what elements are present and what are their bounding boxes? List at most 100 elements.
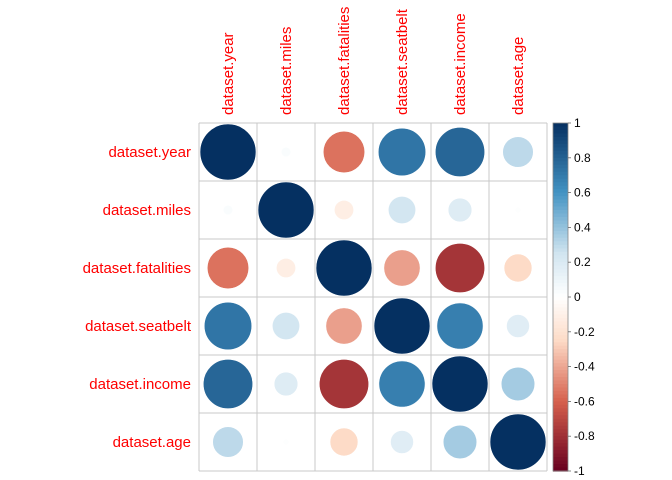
colorbar-segment [553,404,568,409]
corr-circle-dataset.miles-dataset.seatbelt [387,195,417,225]
colorbar-segment [553,394,568,399]
corr-circle-dataset.miles-dataset.fatalities [334,200,354,220]
colorbar-tick-label: 1 [574,116,581,130]
colorbar-segment [553,164,568,169]
corr-circle-dataset.fatalities-dataset.fatalities [315,239,373,297]
colorbar-segment [553,342,568,347]
corr-circle-dataset.age-dataset.seatbelt [390,430,414,454]
colorbar-segment [553,147,568,152]
col-label-dataset.age: dataset.age [510,37,527,115]
colorbar-segment [553,349,568,354]
colorbar-segment [553,237,568,242]
colorbar-segment [553,436,568,441]
colorbar-segment [553,143,568,148]
colorbar-segment [553,150,568,155]
colorbar-segment [553,418,568,423]
colorbar-segment [553,359,568,364]
colorbar-segment [553,220,568,225]
colorbar-segment [553,251,568,256]
colorbar-segment [553,265,568,270]
colorbar-segment [553,168,568,173]
colorbar-segment [553,310,568,315]
row-label-dataset.income: dataset.income [89,376,191,393]
colorbar-segment [553,196,568,201]
colorbar-segment [553,185,568,190]
colorbar-segment [553,133,568,138]
colorbar-segment [553,293,568,298]
colorbar-segment [553,457,568,462]
corr-circle-dataset.income-dataset.age [500,366,536,402]
colorbar-segment [553,408,568,413]
colorbar-segment [553,258,568,263]
colorbar-segment [553,216,568,222]
corr-circle-dataset.income-dataset.income [431,355,489,413]
colorbar-segment [553,241,568,246]
corr-circle-dataset.seatbelt-dataset.year [203,301,253,351]
colorbar-segment [553,422,568,427]
correlation-circles [199,123,547,471]
colorbar-segment [553,206,568,211]
corr-circle-dataset.year-dataset.fatalities [322,130,366,174]
colorbar-segment [553,244,568,249]
row-label-dataset.miles: dataset.miles [103,202,191,219]
colorbar-segment [553,175,568,180]
colorbar-segment [553,370,568,375]
colorbar-segment [553,432,568,437]
colorbar-segment [553,300,568,305]
colorbar-segment [553,154,568,159]
colorbar-segment [553,276,568,281]
colorbar-segment [553,366,568,371]
colorbar-segment [553,210,568,215]
corr-circle-dataset.seatbelt-dataset.seatbelt [373,297,431,355]
colorbar-segment [553,213,568,218]
colorbar-segment [553,262,568,267]
colorbar-segment [553,192,568,197]
colorbar-segment [553,234,568,239]
colorbar-segment [553,297,568,302]
colorbar-segment [553,425,568,430]
corr-circle-dataset.year-dataset.miles [280,146,292,158]
colorbar-segment [553,464,568,469]
colorbar-segment [553,171,568,176]
colorbar-tick-label: -0.8 [574,429,595,443]
corr-circle-dataset.income-dataset.year [202,358,254,410]
corr-circle-dataset.year-dataset.age [502,136,534,168]
colorbar-segment [553,363,568,368]
colorbar-segment [553,230,568,235]
colorbar-tick-label: 0.4 [574,220,591,234]
colorbar-segment [553,356,568,361]
colorbar-segment [553,401,568,406]
colorbar-segment [553,377,568,382]
corr-circle-dataset.fatalities-dataset.seatbelt [383,249,421,287]
col-label-dataset.fatalities: dataset.fatalities [336,7,353,115]
corr-circle-dataset.miles-dataset.miles [257,181,315,239]
corr-circle-dataset.miles-dataset.income [447,197,473,223]
colorbar-segment [553,390,568,396]
corr-circle-dataset.year-dataset.year [199,123,257,181]
colorbar-segment [553,439,568,444]
colorbar-segment [553,269,568,274]
corr-circle-dataset.age-dataset.year [212,426,244,458]
colorbar-segment [553,467,568,472]
colorbar-tick-label: -1 [574,464,585,478]
colorbar-segment [553,248,568,253]
colorbar-segment [553,328,568,333]
corr-circle-dataset.income-dataset.seatbelt [378,360,426,408]
colorbar-segment [553,307,568,312]
colorbar-segment [553,126,568,131]
corr-circle-dataset.income-dataset.fatalities [318,358,370,410]
colorbar-segment [553,411,568,416]
colorbar-segment [553,178,568,183]
colorbar-tick-label: 0.8 [574,151,591,165]
colorbar-segment [553,373,568,378]
corr-circle-dataset.seatbelt-dataset.fatalities [325,307,363,345]
corr-circle-dataset.seatbelt-dataset.age [506,314,530,338]
colorbar-segment [553,182,568,187]
colorbar-segment [553,335,568,340]
colorbar-segment [553,384,568,389]
col-label-dataset.miles: dataset.miles [278,27,295,115]
colorbar-segment [553,314,568,319]
colorbar-segment [553,429,568,434]
colorbar-segment [553,161,568,166]
